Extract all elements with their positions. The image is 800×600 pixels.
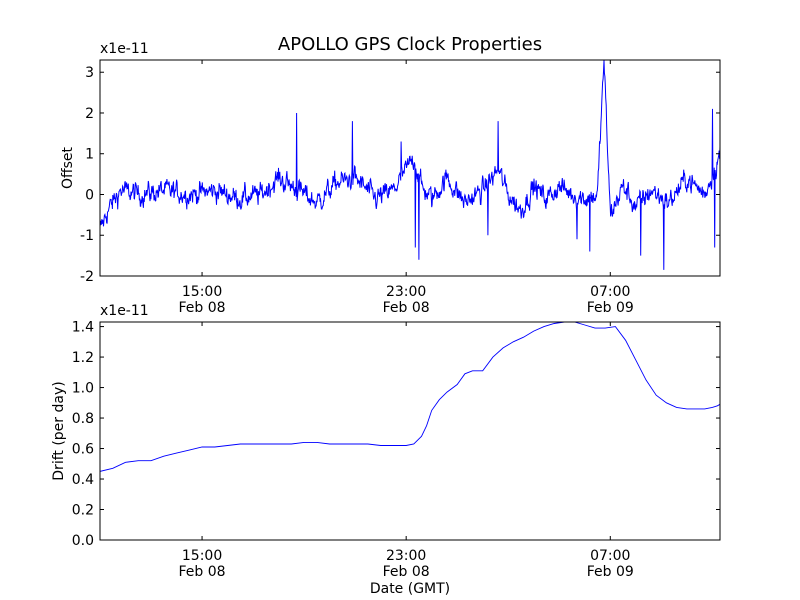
drift-ytick-label: 0.2 bbox=[72, 503, 94, 519]
drift-xtick-date: Feb 08 bbox=[179, 564, 226, 580]
offset-ytick-label: -2 bbox=[80, 269, 94, 285]
offset-series-line bbox=[100, 60, 720, 270]
drift-ytick-label: 1.0 bbox=[72, 381, 94, 397]
drift-xtick-time: 07:00 bbox=[590, 548, 630, 564]
drift-ytick-label: 0.4 bbox=[72, 472, 94, 488]
drift-ytick-label: 0.6 bbox=[72, 442, 94, 458]
drift-axes-frame bbox=[99, 321, 721, 541]
offset-xtick-time: 15:00 bbox=[182, 284, 222, 300]
offset-xtick-date: Feb 08 bbox=[383, 300, 430, 316]
offset-ytick-label: 2 bbox=[85, 106, 94, 122]
drift-xtick-time: 15:00 bbox=[182, 548, 222, 564]
drift-ytick-label: 0.0 bbox=[72, 533, 94, 549]
offset-ytick-label: 3 bbox=[85, 65, 94, 81]
offset-axes-frame bbox=[99, 59, 721, 277]
drift-series-line bbox=[100, 322, 720, 472]
offset-ytick-label: 0 bbox=[85, 187, 94, 203]
drift-ytick-label: 1.4 bbox=[72, 320, 94, 336]
offset-ytick-label: 1 bbox=[85, 147, 94, 163]
offset-xtick-date: Feb 09 bbox=[587, 300, 634, 316]
drift-scale-label: x1e-11 bbox=[100, 303, 149, 319]
drift-xtick-time: 23:00 bbox=[386, 548, 426, 564]
offset-ylabel: Offset bbox=[60, 146, 76, 189]
offset-xtick-time: 07:00 bbox=[590, 284, 630, 300]
offset-ytick-label: -1 bbox=[80, 228, 94, 244]
offset-xtick-date: Feb 08 bbox=[179, 300, 226, 316]
offset-xtick-time: 23:00 bbox=[386, 284, 426, 300]
drift-xlabel: Date (GMT) bbox=[370, 581, 450, 597]
drift-ylabel: Drift (per day) bbox=[51, 381, 67, 480]
offset-scale-label: x1e-11 bbox=[100, 41, 149, 57]
drift-ytick-label: 1.2 bbox=[72, 350, 94, 366]
drift-ytick-label: 0.8 bbox=[72, 411, 94, 427]
drift-xtick-date: Feb 08 bbox=[383, 564, 430, 580]
figure-title: APOLLO GPS Clock Properties bbox=[278, 34, 542, 55]
drift-xtick-date: Feb 09 bbox=[587, 564, 634, 580]
